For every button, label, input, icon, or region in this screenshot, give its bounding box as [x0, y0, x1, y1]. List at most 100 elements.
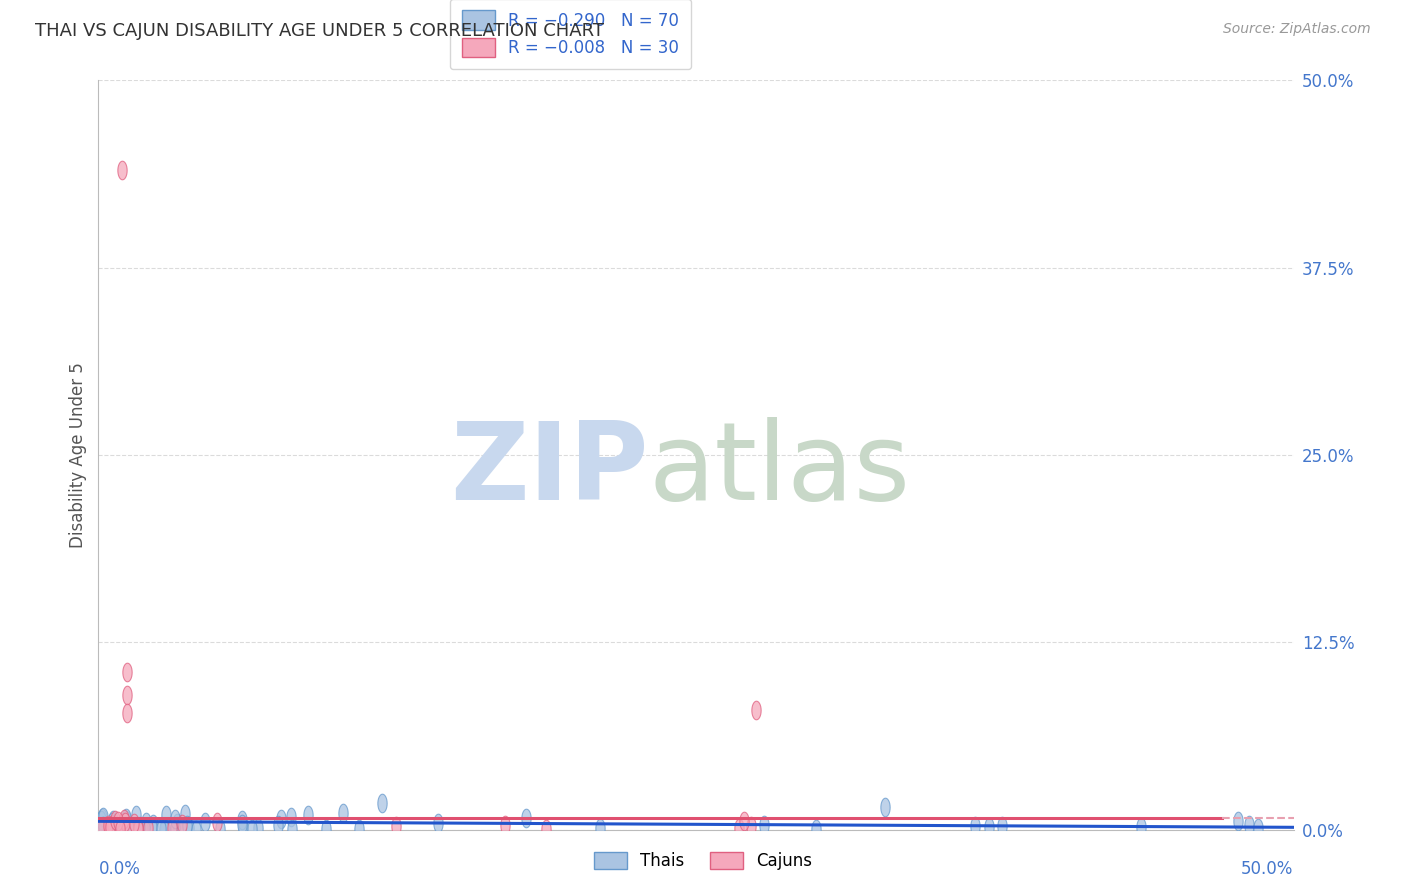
Point — [209, 822, 232, 836]
Point — [101, 818, 124, 832]
Point — [166, 816, 188, 830]
Point — [733, 814, 755, 829]
Point — [98, 820, 122, 834]
Point — [280, 810, 302, 824]
Point — [1227, 814, 1250, 828]
Point — [114, 810, 136, 824]
Point — [115, 818, 138, 832]
Point — [131, 822, 153, 837]
Text: THAI VS CAJUN DISABILITY AGE UNDER 5 CORRELATION CHART: THAI VS CAJUN DISABILITY AGE UNDER 5 COR… — [35, 22, 605, 40]
Point — [167, 821, 190, 835]
Point — [134, 822, 156, 836]
Point — [127, 822, 149, 836]
Point — [90, 820, 112, 834]
Point — [1247, 821, 1270, 835]
Point — [193, 814, 215, 829]
Point — [534, 822, 557, 836]
Point — [136, 821, 159, 835]
Point — [122, 815, 145, 830]
Point — [160, 822, 183, 836]
Point — [129, 820, 152, 834]
Point — [297, 808, 319, 822]
Text: ZIP: ZIP — [450, 417, 648, 523]
Point — [176, 818, 198, 832]
Point — [240, 822, 263, 837]
Point — [515, 811, 537, 825]
Point — [115, 706, 138, 720]
Point — [112, 813, 135, 827]
Point — [177, 821, 200, 835]
Point — [108, 822, 131, 836]
Point — [91, 811, 114, 825]
Point — [91, 819, 114, 833]
Point — [266, 818, 288, 832]
Point — [141, 822, 163, 836]
Point — [349, 822, 371, 837]
Point — [165, 812, 187, 826]
Text: 50.0%: 50.0% — [1241, 860, 1294, 878]
Point — [122, 821, 145, 835]
Point — [107, 822, 129, 837]
Point — [205, 814, 228, 829]
Point — [128, 822, 150, 837]
Point — [315, 822, 337, 837]
Point — [170, 822, 193, 836]
Point — [1130, 820, 1153, 834]
Point — [231, 817, 253, 831]
Point — [105, 820, 128, 834]
Point — [149, 822, 172, 836]
Point — [184, 822, 207, 837]
Point — [115, 665, 138, 680]
Point — [371, 796, 394, 810]
Point — [117, 822, 139, 837]
Point — [745, 703, 768, 717]
Point — [142, 817, 165, 831]
Point — [104, 813, 127, 827]
Point — [96, 822, 118, 836]
Legend: Thais, Cajuns: Thais, Cajuns — [588, 845, 818, 877]
Point — [103, 817, 125, 831]
Point — [153, 822, 176, 837]
Point — [128, 819, 150, 833]
Point — [111, 163, 134, 178]
Point — [165, 822, 187, 836]
Point — [135, 815, 157, 830]
Point — [427, 815, 450, 830]
Point — [232, 821, 254, 835]
Point — [127, 820, 149, 834]
Point — [332, 805, 354, 820]
Point — [740, 819, 762, 833]
Point — [270, 812, 292, 826]
Point — [494, 818, 516, 832]
Text: 0.0%: 0.0% — [98, 860, 141, 878]
Point — [153, 822, 176, 836]
Point — [1237, 818, 1260, 832]
Point — [125, 807, 148, 822]
Point — [281, 822, 304, 837]
Point — [101, 813, 124, 827]
Point — [172, 817, 194, 831]
Point — [127, 820, 149, 834]
Point — [589, 821, 612, 835]
Point — [163, 822, 186, 836]
Point — [385, 819, 408, 833]
Text: Source: ZipAtlas.com: Source: ZipAtlas.com — [1223, 22, 1371, 37]
Point — [752, 818, 775, 832]
Point — [101, 814, 124, 829]
Point — [97, 818, 120, 832]
Point — [231, 813, 253, 827]
Point — [873, 800, 896, 814]
Point — [91, 810, 114, 824]
Point — [991, 819, 1014, 833]
Point — [115, 821, 138, 835]
Point — [107, 821, 129, 835]
Y-axis label: Disability Age Under 5: Disability Age Under 5 — [69, 362, 87, 548]
Point — [97, 822, 120, 836]
Point — [247, 822, 270, 836]
Point — [155, 808, 177, 822]
Point — [728, 821, 751, 835]
Point — [174, 806, 197, 821]
Point — [107, 814, 129, 829]
Point — [124, 820, 146, 834]
Point — [965, 819, 987, 833]
